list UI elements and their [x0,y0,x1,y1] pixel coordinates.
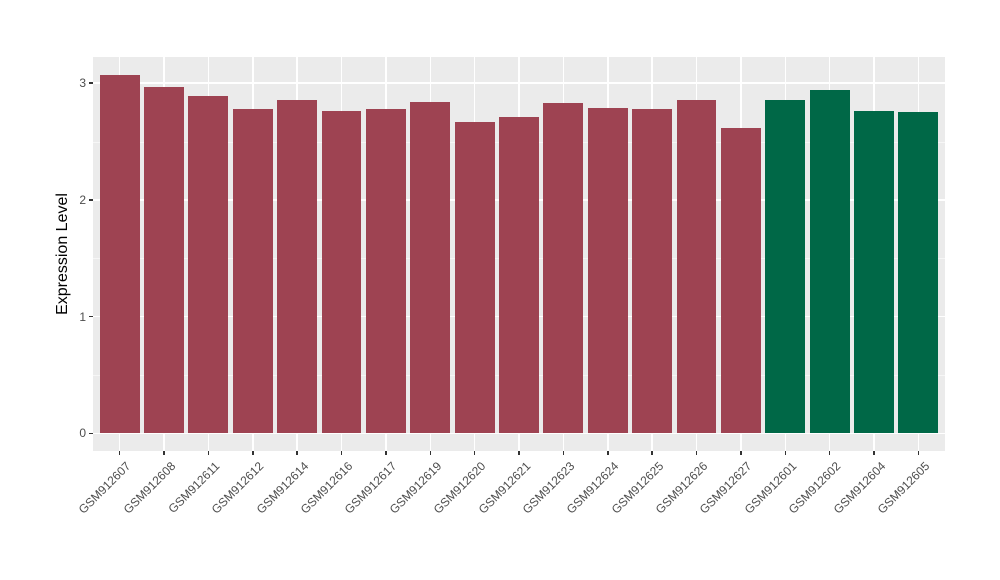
bar [277,99,318,434]
x-tick-mark [118,451,121,455]
bar [232,108,273,434]
x-tick-mark [473,451,476,455]
y-tick-label: 2 [79,192,86,207]
y-tick-label: 0 [79,426,86,441]
x-tick-mark [740,451,742,455]
bar [454,121,495,434]
y-axis-title: Expression Level [54,193,71,315]
bar [720,127,761,434]
bar [676,99,717,434]
bar [365,108,406,434]
y-tick-mark [89,432,93,435]
y-tick-mark [89,315,93,318]
x-tick-mark [429,451,431,455]
x-tick-mark [340,451,343,455]
bar [632,108,673,434]
x-tick-mark [385,451,387,455]
bar [854,111,894,434]
y-tick-mark [89,199,93,201]
bar [499,117,539,434]
x-tick-mark [917,451,920,455]
bar [410,101,451,434]
x-tick-mark [518,451,520,455]
x-tick-mark [695,451,698,455]
bar [188,96,229,434]
bar [99,75,140,434]
bar [587,107,628,434]
x-tick-mark [207,451,210,455]
x-tick-mark [607,451,609,455]
x-tick-mark [163,451,165,455]
bar [765,99,806,434]
x-tick-mark [873,451,875,455]
bar [898,112,939,434]
plot-panel [93,57,945,451]
x-tick-mark [651,451,653,455]
x-tick-mark [784,451,786,455]
bar [543,103,584,434]
y-tick-label: 1 [79,309,86,324]
x-tick-mark [562,451,565,455]
y-tick-mark [89,82,93,84]
bar [321,111,362,434]
x-tick-mark [296,451,298,455]
bar [144,86,184,434]
y-tick-label: 3 [79,76,86,91]
bar [809,90,850,434]
x-tick-mark [828,451,831,455]
x-tick-mark [252,451,254,455]
